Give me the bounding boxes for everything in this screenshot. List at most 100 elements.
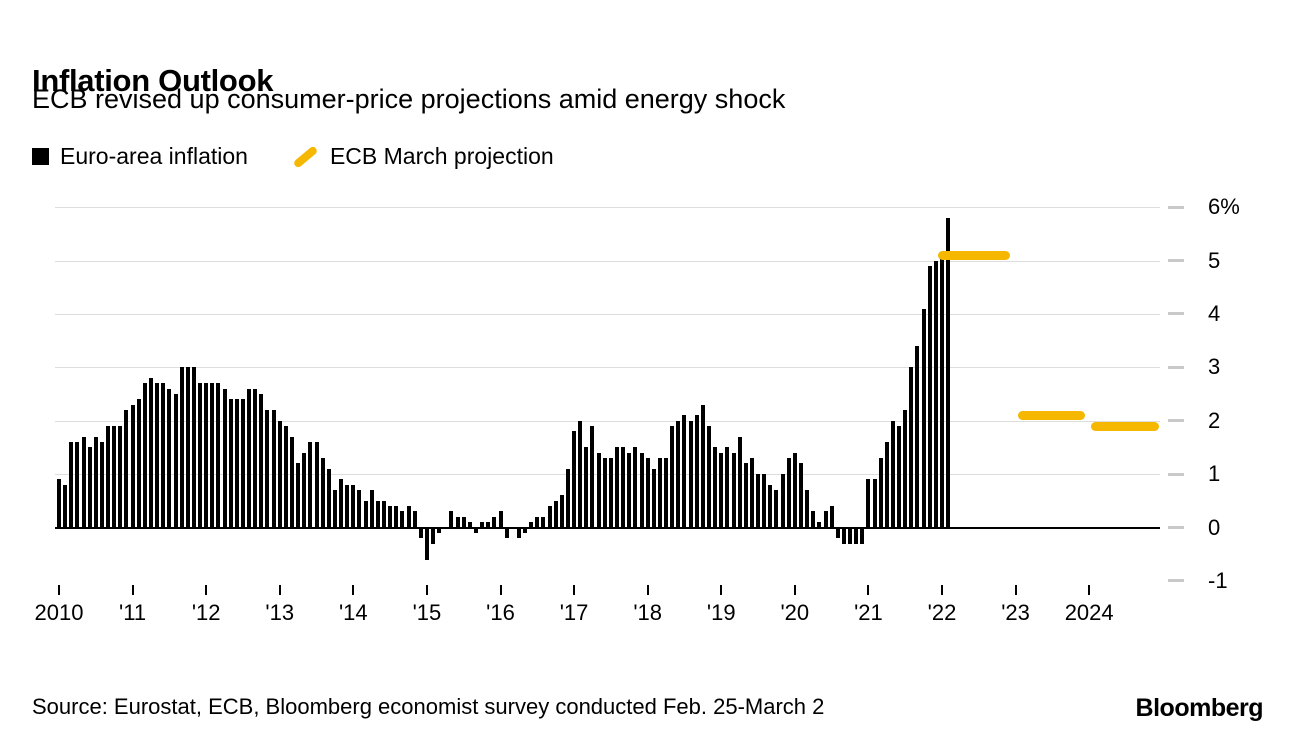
y-tick-dash (1168, 312, 1184, 316)
inflation-bar (363, 500, 368, 528)
inflation-bar (431, 527, 436, 544)
inflation-bar (811, 511, 816, 528)
inflation-bar (657, 458, 662, 528)
inflation-bar (136, 399, 141, 528)
x-tick-label: '22 (927, 600, 957, 625)
x-tick (867, 585, 870, 595)
inflation-bar (664, 458, 669, 528)
inflation-bar (148, 377, 153, 528)
gridline (55, 367, 1160, 369)
inflation-bar (737, 436, 742, 528)
inflation-bar (106, 426, 111, 528)
inflation-bar (63, 484, 68, 528)
inflation-bar (142, 383, 147, 528)
inflation-bar (339, 479, 344, 528)
inflation-bar (621, 447, 626, 528)
inflation-bar (608, 458, 613, 528)
inflation-bar (345, 484, 350, 528)
gridline (55, 474, 1160, 476)
x-tick (646, 585, 649, 595)
inflation-bar (437, 527, 442, 533)
inflation-bar (406, 506, 411, 528)
x-tick (58, 585, 60, 595)
inflation-bar (805, 490, 810, 528)
x-tick-label: 2024 (1064, 600, 1114, 625)
inflation-bar (835, 527, 840, 539)
inflation-bar (93, 436, 98, 528)
inflation-bar (204, 383, 209, 528)
y-tick-dash (1168, 365, 1184, 369)
inflation-bar (99, 442, 104, 528)
inflation-bar (332, 490, 337, 528)
inflation-bar (884, 442, 889, 528)
inflation-bar (792, 452, 797, 528)
projection-dash-2022 (938, 250, 1011, 260)
y-tick-label: 6% (1208, 194, 1240, 220)
inflation-bar (198, 383, 203, 528)
inflation-bar (394, 506, 399, 528)
inflation-bar (565, 468, 570, 528)
inflation-bar (909, 367, 914, 528)
y-tick-dash (1168, 419, 1184, 423)
inflation-bar (314, 442, 319, 528)
inflation-chart: 6% 5 4 3 2 1 0 -1 2010 '11 '12 '13 '14 '15 '16 '17 '18 '1… (34, 194, 1240, 625)
inflation-bar (400, 511, 405, 528)
y-tick-dash (1168, 472, 1184, 476)
inflation-bar (455, 516, 460, 528)
inflation-bar (351, 484, 356, 528)
legend: Euro-area inflation ECB March projection (32, 143, 598, 170)
inflation-bar (240, 399, 245, 528)
x-tick-label: '14 (338, 600, 368, 625)
inflation-bar (786, 458, 791, 528)
inflation-bar (320, 458, 325, 528)
inflation-bar (756, 474, 761, 528)
source-note: Source: Eurostat, ECB, Bloomberg economi… (32, 694, 825, 719)
x-tick (1014, 585, 1017, 595)
inflation-bar (449, 511, 454, 528)
inflation-bar (296, 463, 301, 528)
y-tick-label: 0 (1208, 514, 1221, 540)
inflation-bar (903, 410, 908, 528)
inflation-bar (719, 452, 724, 528)
inflation-bar (271, 410, 276, 528)
inflation-bar (486, 522, 491, 528)
inflation-bar (228, 399, 233, 528)
y-tick-dash (1168, 205, 1184, 209)
inflation-bar (185, 367, 190, 528)
x-tick-label: '20 (780, 600, 810, 625)
inflation-bar (234, 399, 239, 528)
inflation-bar (590, 426, 595, 528)
x-tick (720, 585, 723, 595)
inflation-bar (504, 527, 509, 539)
x-tick (131, 585, 134, 595)
inflation-bar (541, 516, 546, 528)
y-tick-label: 3 (1208, 354, 1221, 380)
inflation-bar (161, 383, 166, 528)
inflation-bar (829, 506, 834, 528)
inflation-bar (676, 420, 681, 528)
inflation-bar (725, 447, 730, 528)
inflation-bar (798, 463, 803, 528)
inflation-bar (615, 447, 619, 528)
x-tick-label: 2010 (34, 600, 84, 625)
inflation-bar (492, 516, 497, 528)
inflation-bar (639, 452, 644, 528)
inflation-bar (283, 426, 288, 528)
inflation-bar (118, 426, 123, 528)
inflation-bar (713, 447, 718, 528)
inflation-bar (424, 527, 429, 560)
inflation-bar (326, 468, 331, 528)
inflation-bar (749, 458, 754, 528)
x-tick-label: '11 (119, 600, 147, 625)
inflation-bar (155, 383, 160, 528)
inflation-bar (87, 447, 92, 528)
inflation-bar (191, 367, 196, 528)
inflation-bar (860, 527, 865, 544)
inflation-bar (817, 522, 822, 528)
inflation-bar (69, 442, 74, 528)
gridline (55, 207, 1160, 209)
inflation-bar (578, 420, 583, 528)
inflation-bar (412, 511, 417, 528)
inflation-bar (602, 458, 607, 528)
y-tick-dash (1168, 526, 1184, 529)
